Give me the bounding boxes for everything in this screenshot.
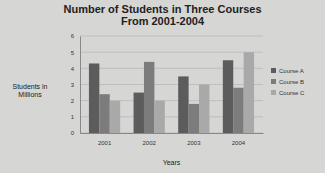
- grid-line: [80, 68, 263, 69]
- y-axis-line: [80, 37, 81, 134]
- plot: 0 1 2 3 4 5 6 2001 2002 2003 2004: [71, 33, 264, 146]
- y-tick: 2: [71, 98, 80, 104]
- y-axis-title: Students inMillions: [12, 83, 47, 98]
- x-tick: 2004: [232, 133, 246, 146]
- y-tick: 6: [71, 33, 80, 39]
- chart: Number of Students in Three CoursesFrom …: [0, 0, 325, 173]
- bar-series: [110, 52, 254, 133]
- bars: [89, 52, 254, 133]
- x-axis-line: [81, 133, 264, 134]
- bar: [233, 88, 243, 133]
- y-tick-label: 3: [71, 82, 75, 88]
- text-line: Students in: [12, 83, 47, 90]
- x-tick-label: 2004: [232, 140, 246, 146]
- x-tick: 2003: [187, 133, 201, 146]
- bar-series: [99, 62, 243, 133]
- bar: [244, 52, 254, 133]
- legend-swatch: [271, 90, 276, 95]
- grid-line: [80, 52, 263, 53]
- bar: [154, 101, 164, 133]
- grid: [80, 36, 263, 133]
- bar: [199, 85, 209, 134]
- bar: [223, 60, 233, 133]
- x-tick: 2001: [98, 133, 112, 146]
- y-axis: 0 1 2 3 4 5 6: [71, 33, 81, 136]
- legend-item: Course C: [271, 90, 305, 96]
- y-tick: 1: [71, 114, 80, 120]
- grid-line: [80, 36, 263, 37]
- y-tick-label: 4: [71, 66, 75, 72]
- text-line: Millions: [18, 91, 42, 98]
- legend-item: Course A: [271, 68, 304, 74]
- x-tick-label: 2003: [187, 140, 201, 146]
- y-tick: 5: [71, 50, 80, 56]
- x-tick-label: 2001: [98, 140, 112, 146]
- y-tick: 4: [71, 66, 80, 72]
- x-axis-title: Years: [163, 159, 181, 166]
- y-tick-label: 1: [71, 114, 75, 120]
- text-line: Number of Students in Three Courses: [63, 3, 261, 15]
- background: [0, 0, 325, 173]
- bar: [89, 63, 99, 133]
- grid-line: [80, 84, 263, 85]
- y-tick-label: 6: [71, 33, 75, 39]
- x-axis: 2001 2002 2003 2004: [81, 133, 264, 146]
- y-tick-label: 5: [71, 50, 75, 56]
- y-tick-label: 0: [71, 130, 75, 136]
- bar: [189, 104, 199, 133]
- bar: [110, 101, 120, 133]
- bar: [178, 76, 188, 133]
- legend-label: Course A: [279, 68, 304, 74]
- legend: Course A Course B Course C: [271, 68, 305, 96]
- bar-series: [89, 60, 233, 133]
- y-tick-label: 2: [71, 98, 75, 104]
- title: Number of Students in Three CoursesFrom …: [63, 3, 261, 27]
- text-line: From 2001-2004: [121, 15, 205, 27]
- y-tick: 0: [71, 130, 80, 136]
- y-tick: 3: [71, 82, 80, 88]
- legend-label: Course C: [279, 90, 305, 96]
- bar: [134, 93, 144, 133]
- legend-label: Course B: [279, 79, 304, 85]
- x-tick: 2002: [143, 133, 157, 146]
- legend-item: Course B: [271, 79, 304, 85]
- x-tick-label: 2002: [143, 140, 157, 146]
- bar: [144, 62, 154, 133]
- bar: [99, 94, 109, 133]
- legend-swatch: [271, 79, 276, 84]
- legend-swatch: [271, 68, 276, 73]
